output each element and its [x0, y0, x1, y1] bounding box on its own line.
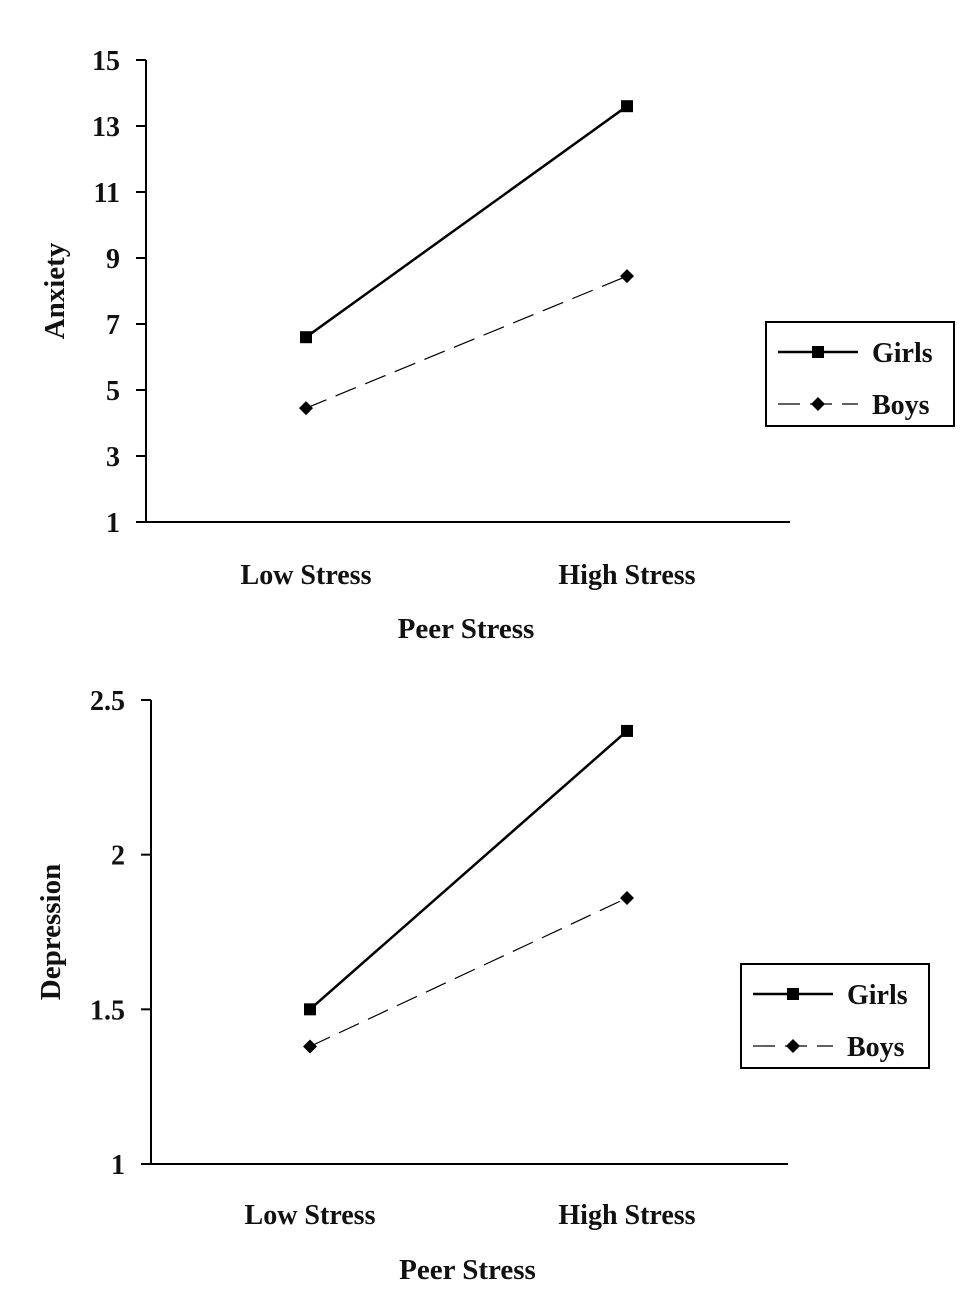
data-point-girls	[304, 1003, 316, 1016]
y-tick-label: 2.5	[90, 686, 125, 717]
legend-marker-boys	[786, 1039, 800, 1053]
legend: Girls Boys	[740, 963, 930, 1069]
x-category-label: High Stress	[558, 1200, 695, 1231]
y-tick-label: 11	[94, 178, 120, 209]
x-axis-title: Peer Stress	[398, 613, 535, 645]
y-tick-label: 1.5	[90, 995, 125, 1026]
x-category-label: High Stress	[558, 560, 695, 591]
data-point-boys	[620, 890, 634, 905]
y-tick-label: 15	[92, 46, 120, 77]
series-line-boys	[305, 275, 628, 409]
y-tick-label: 1	[106, 508, 120, 539]
legend-label-boys: Boys	[872, 390, 930, 421]
legend-label-girls: Girls	[847, 980, 908, 1011]
series-girls	[304, 724, 633, 1016]
data-point-girls	[621, 724, 633, 737]
data-point-girls	[300, 331, 312, 344]
y-axis-title: Depression	[35, 864, 67, 1000]
legend-label-girls: Girls	[872, 338, 933, 369]
legend-box	[740, 963, 930, 1069]
series-boys	[303, 890, 634, 1054]
data-point-boys	[299, 401, 313, 416]
legend-marker-girls	[787, 988, 799, 1000]
chart-2: 1 1.5 2 2.5 Low Stress High Stress Peer Stress…	[35, 686, 930, 1286]
series-boys	[299, 269, 634, 416]
data-point-boys	[620, 269, 634, 284]
series-girls	[300, 100, 633, 344]
y-tick-label: 9	[106, 244, 120, 275]
x-category-label: Low Stress	[245, 1200, 376, 1231]
series-line-girls	[309, 729, 628, 1011]
series-line-girls	[305, 105, 628, 339]
legend-marker-boys	[811, 397, 825, 411]
x-category-label: Low Stress	[241, 560, 372, 591]
legend: Girls Boys	[765, 321, 955, 427]
y-tick-label: 7	[106, 310, 120, 341]
legend-box	[765, 321, 955, 427]
y-tick-label: 1	[111, 1150, 125, 1181]
x-axis-title: Peer Stress	[399, 1254, 536, 1286]
series-line-boys	[309, 897, 628, 1047]
y-tick-label: 3	[106, 442, 120, 473]
y-tick-label: 5	[106, 376, 120, 407]
data-point-boys	[303, 1039, 317, 1054]
legend-marker-girls	[812, 346, 824, 358]
y-axis-title: Anxiety	[39, 242, 71, 339]
data-point-girls	[621, 100, 633, 113]
legend-label-boys: Boys	[847, 1032, 905, 1063]
y-tick-label: 2	[111, 841, 125, 872]
y-tick-label: 13	[92, 112, 120, 143]
